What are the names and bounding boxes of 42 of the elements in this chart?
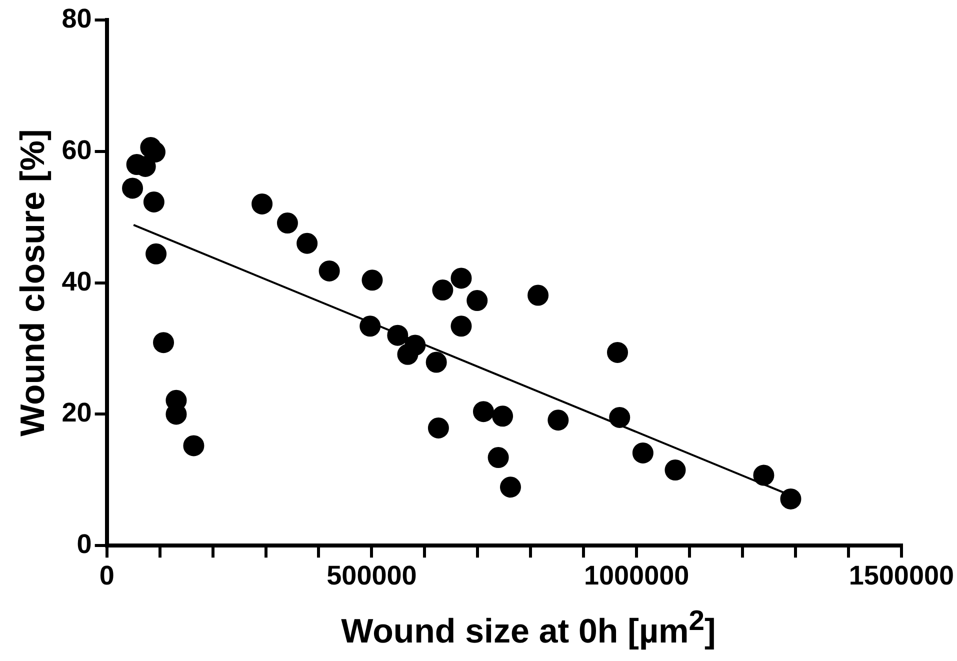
point bbox=[276, 212, 298, 234]
point bbox=[428, 417, 449, 438]
point bbox=[632, 442, 654, 464]
point bbox=[450, 316, 472, 337]
point bbox=[607, 342, 628, 363]
point bbox=[387, 324, 408, 346]
point bbox=[404, 334, 426, 356]
y-tick-label: 20 bbox=[62, 398, 92, 428]
point bbox=[183, 435, 204, 456]
point bbox=[780, 488, 802, 510]
y-tick-label: 0 bbox=[76, 529, 92, 560]
point bbox=[426, 352, 447, 373]
point bbox=[548, 410, 569, 431]
point bbox=[296, 232, 318, 254]
point bbox=[146, 243, 167, 264]
point bbox=[143, 191, 164, 212]
x-tick-label: 1500000 bbox=[848, 560, 954, 590]
x-axis-title: Wound size at 0h [µm$^{2}$] bbox=[340, 604, 717, 652]
y-axis-title: Wound closure [%] bbox=[14, 129, 52, 436]
x-tick-label: 0 bbox=[99, 560, 114, 590]
x-tick-label: 1000000 bbox=[584, 560, 690, 590]
point bbox=[318, 260, 340, 282]
y-tick-label: 80 bbox=[62, 3, 92, 34]
point bbox=[466, 290, 488, 312]
point bbox=[500, 476, 521, 498]
point bbox=[153, 332, 174, 354]
y-tick-label: 60 bbox=[62, 134, 92, 165]
point bbox=[664, 460, 686, 481]
point bbox=[360, 316, 381, 337]
point bbox=[450, 268, 472, 289]
point bbox=[472, 401, 494, 422]
point bbox=[252, 193, 273, 214]
point bbox=[122, 178, 144, 199]
point bbox=[488, 447, 509, 468]
x-tick-label: 500000 bbox=[326, 560, 417, 590]
point bbox=[609, 406, 630, 428]
point bbox=[362, 270, 383, 291]
point bbox=[432, 280, 454, 301]
y-tick-label: 40 bbox=[62, 266, 92, 296]
point bbox=[492, 406, 514, 427]
point bbox=[753, 464, 774, 486]
point bbox=[528, 284, 549, 306]
